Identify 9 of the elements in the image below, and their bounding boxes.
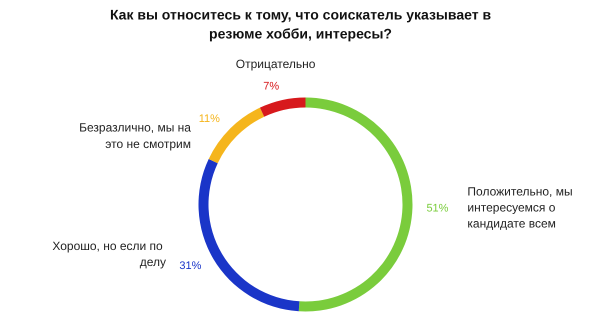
chart-title: Как вы относитесь к тому, что соискатель указывает в резюме хобби, интересы? <box>110 6 492 42</box>
slice-label: Хорошо, но если по делу <box>52 238 166 270</box>
slice-label: Отрицательно <box>236 56 316 71</box>
data-label: 51% <box>426 202 449 214</box>
slice-label: Положительно, мы интересуемся о кандидате всем <box>467 184 573 231</box>
slice-label: Безразлично, мы на это не смотрим <box>79 120 192 151</box>
data-label: 31% <box>179 260 202 272</box>
data-label: 7% <box>263 80 280 92</box>
data-label: 11% <box>198 112 220 125</box>
